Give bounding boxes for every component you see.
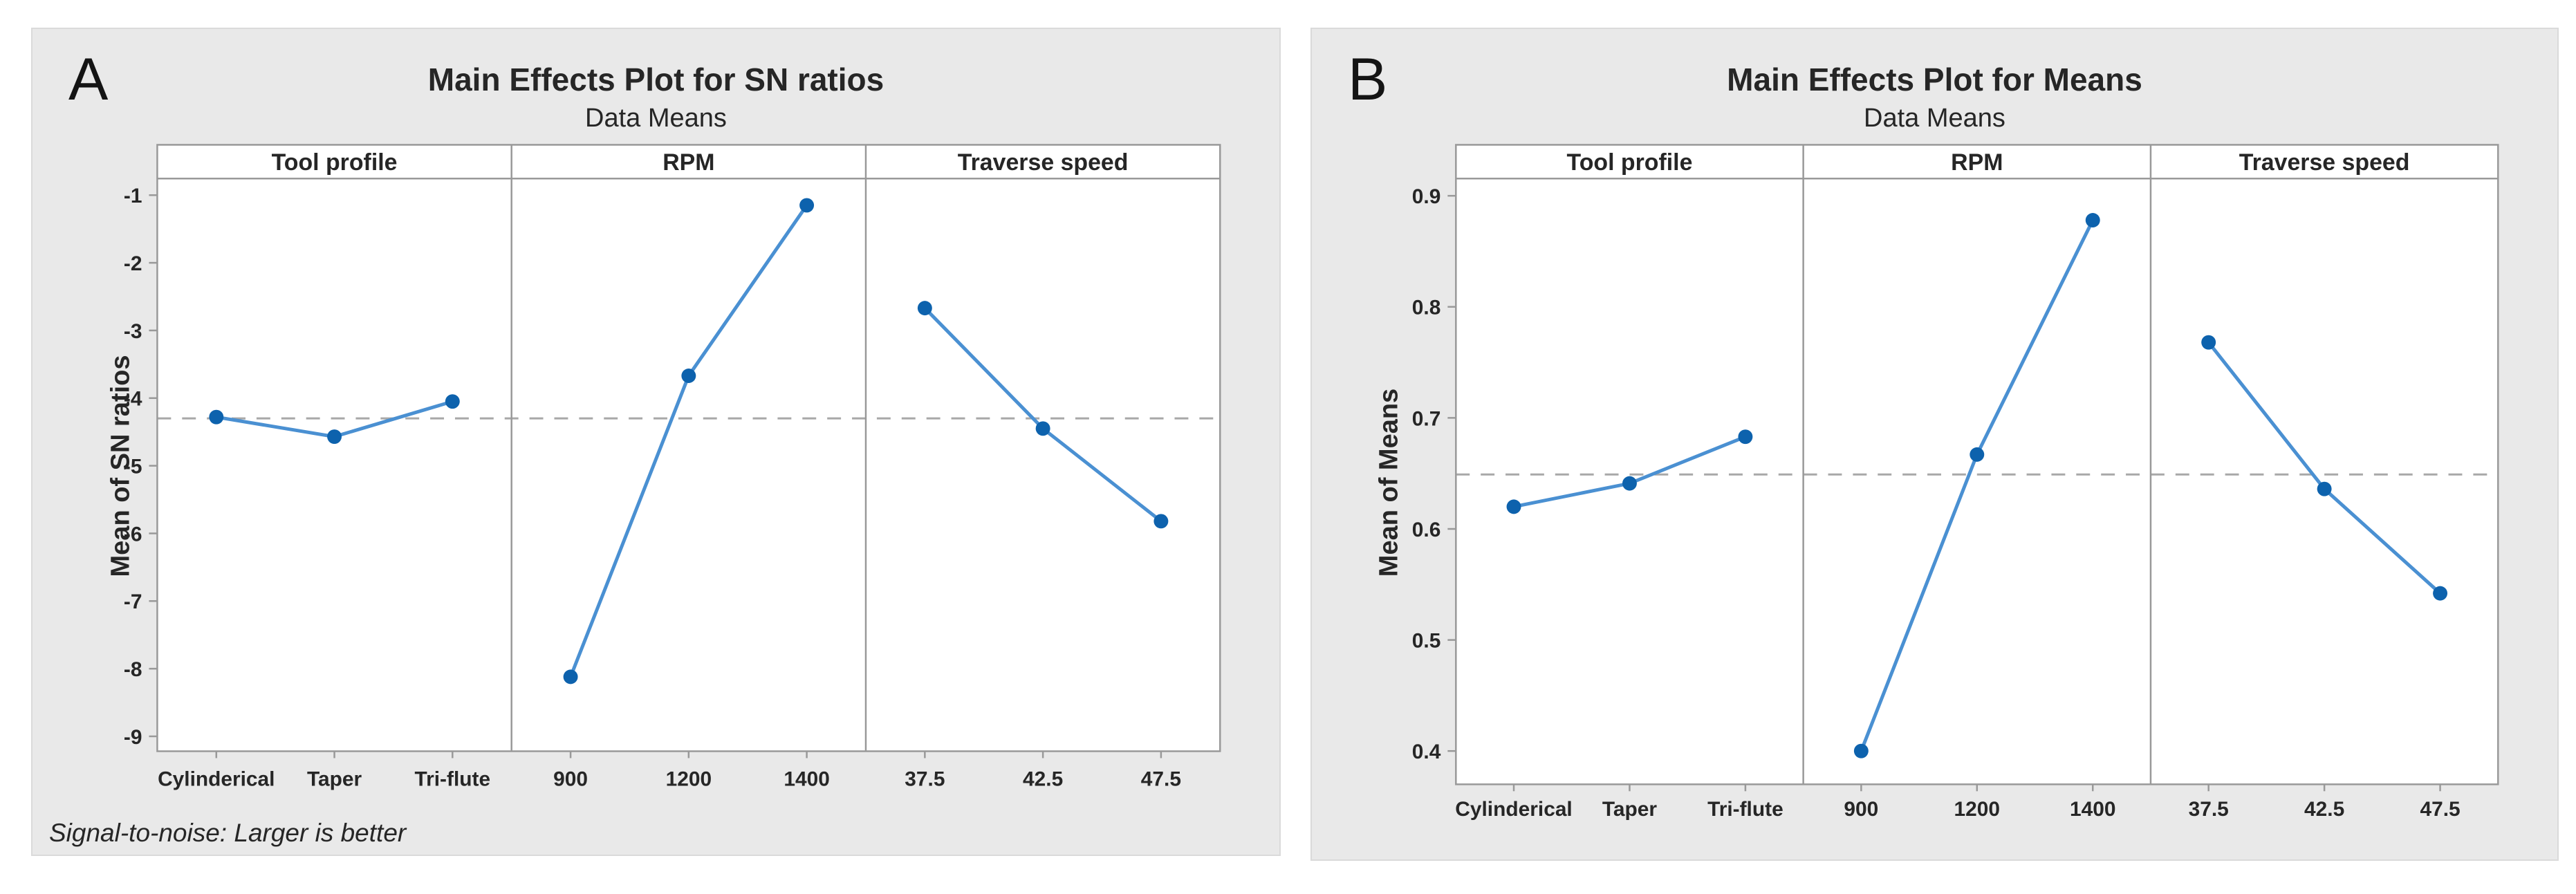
y-tick-label: -7 [124,590,142,613]
panel-letter-b: B [1348,46,1388,113]
data-point [799,198,815,213]
data-point [2201,335,2216,350]
y-tick-label: -1 [124,185,142,207]
x-tick-label: 900 [1844,798,1878,821]
panel-letter-a: A [68,46,109,113]
panel-header-band [157,145,1221,179]
y-tick-label: -6 [124,523,142,546]
y-tick-label: 0.6 [1412,519,1441,541]
x-tick-label: 47.5 [1141,767,1181,790]
main-effects-plot-sn-ratios: A Main Effects Plot for SN ratios Data M… [31,28,1281,856]
data-point [1853,743,1869,758]
y-tick-label: 0.4 [1412,741,1441,763]
chart-subtitle: Data Means [585,104,727,133]
x-tick-label: 37.5 [2189,798,2229,821]
data-point [2433,586,2448,601]
panel-header-label: Traverse speed [958,149,1129,176]
x-tick-label: 1200 [666,767,712,790]
y-tick-label: -8 [124,658,142,681]
x-tick-label: Taper [307,767,362,790]
x-tick-label: 900 [553,767,588,790]
main-effects-plot-means: B Main Effects Plot for Means Data Means… [1310,28,2559,861]
data-point [681,369,696,383]
y-tick-label: -5 [124,456,142,478]
panel-header-label: RPM [1951,149,2003,176]
data-point [1622,476,1637,491]
y-tick-label: -9 [124,726,142,749]
panel-header-label: Traverse speed [2239,149,2410,176]
plot-background [1456,178,2499,785]
data-point [563,669,578,685]
panel-header-label: Tool profile [1567,149,1693,176]
data-point [1506,499,1521,514]
x-tick-label: Tri-flute [1707,798,1783,821]
signal-to-noise-footnote: Signal-to-noise: Larger is better [49,819,407,847]
panel-header-label: RPM [662,149,714,176]
chart-subtitle: Data Means [1864,104,2005,133]
y-tick-label: -4 [124,388,142,411]
plot-background [157,178,1221,752]
data-point [209,409,224,425]
x-tick-label: 42.5 [2304,798,2344,821]
y-tick-label: -3 [124,320,142,343]
x-tick-label: 1400 [784,767,829,790]
y-tick-label: -2 [124,252,142,275]
x-tick-label: Taper [1602,798,1658,821]
data-point [1035,421,1050,436]
x-tick-label: 1200 [1954,798,2001,821]
data-point [1738,429,1753,445]
means-plot-area: Tool profile RPM Traverse speed 0.9 0.8 0.7 0.… [1412,144,2499,821]
panel-header-band [1456,145,2499,179]
data-point [327,429,342,445]
data-point [445,394,460,409]
x-tick-label: 1400 [2070,798,2116,821]
panel-header-label: Tool profile [272,149,398,176]
data-point [1970,447,1985,462]
chart-title: Main Effects Plot for SN ratios [427,62,884,97]
x-tick-label: Cylinderical [158,767,275,790]
x-tick-label: 42.5 [1023,767,1063,790]
data-point [2317,481,2332,496]
data-point [2085,213,2100,227]
y-tick-label: 0.5 [1412,630,1441,653]
y-tick-label: 0.9 [1412,185,1441,208]
y-tick-label: 0.7 [1412,407,1441,430]
x-tick-label: 47.5 [2420,798,2460,821]
sn-ratios-plot-area: Tool profile RPM Traverse speed -1 -2 -3 -4 -5 -… [124,144,1221,790]
y-tick-label: 0.8 [1412,297,1441,319]
data-point [1153,514,1169,529]
chart-title: Main Effects Plot for Means [1727,62,2142,97]
x-tick-label: 37.5 [905,767,945,790]
x-tick-label: Cylinderical [1455,798,1572,821]
x-tick-label: Tri-flute [415,767,491,790]
data-point [917,301,932,316]
